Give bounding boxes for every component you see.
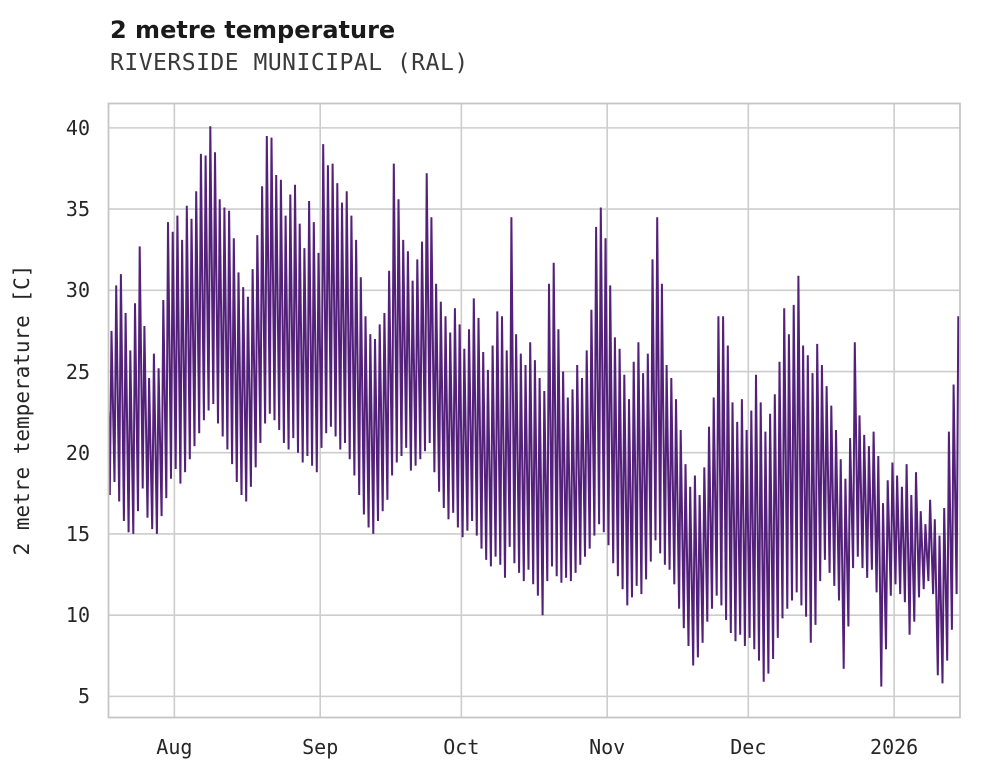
temperature-line xyxy=(108,126,960,687)
y-tick-label: 30 xyxy=(65,278,90,303)
x-tick-label: Oct xyxy=(443,735,480,759)
x-tick-label: 2026 xyxy=(870,735,919,759)
x-tick-label: Aug xyxy=(156,735,193,759)
x-tick-label: Dec xyxy=(730,735,767,759)
x-tick-label: Nov xyxy=(589,735,626,759)
y-tick-label: 5 xyxy=(77,684,90,709)
y-axis-label: 2 metre temperature [C] xyxy=(10,264,34,556)
y-tick-label: 35 xyxy=(65,197,90,222)
chart-subtitle: RIVERSIDE MUNICIPAL (RAL) xyxy=(110,50,469,76)
plot-border xyxy=(107,102,961,719)
y-tick-label: 15 xyxy=(65,521,90,546)
y-tick-label: 40 xyxy=(65,115,90,140)
y-tick-label: 10 xyxy=(65,603,90,628)
y-tick-label: 20 xyxy=(65,440,90,465)
chart-title: 2 metre temperature xyxy=(110,16,396,44)
x-tick-label: Sep xyxy=(302,735,339,759)
y-tick-label: 25 xyxy=(65,359,90,384)
